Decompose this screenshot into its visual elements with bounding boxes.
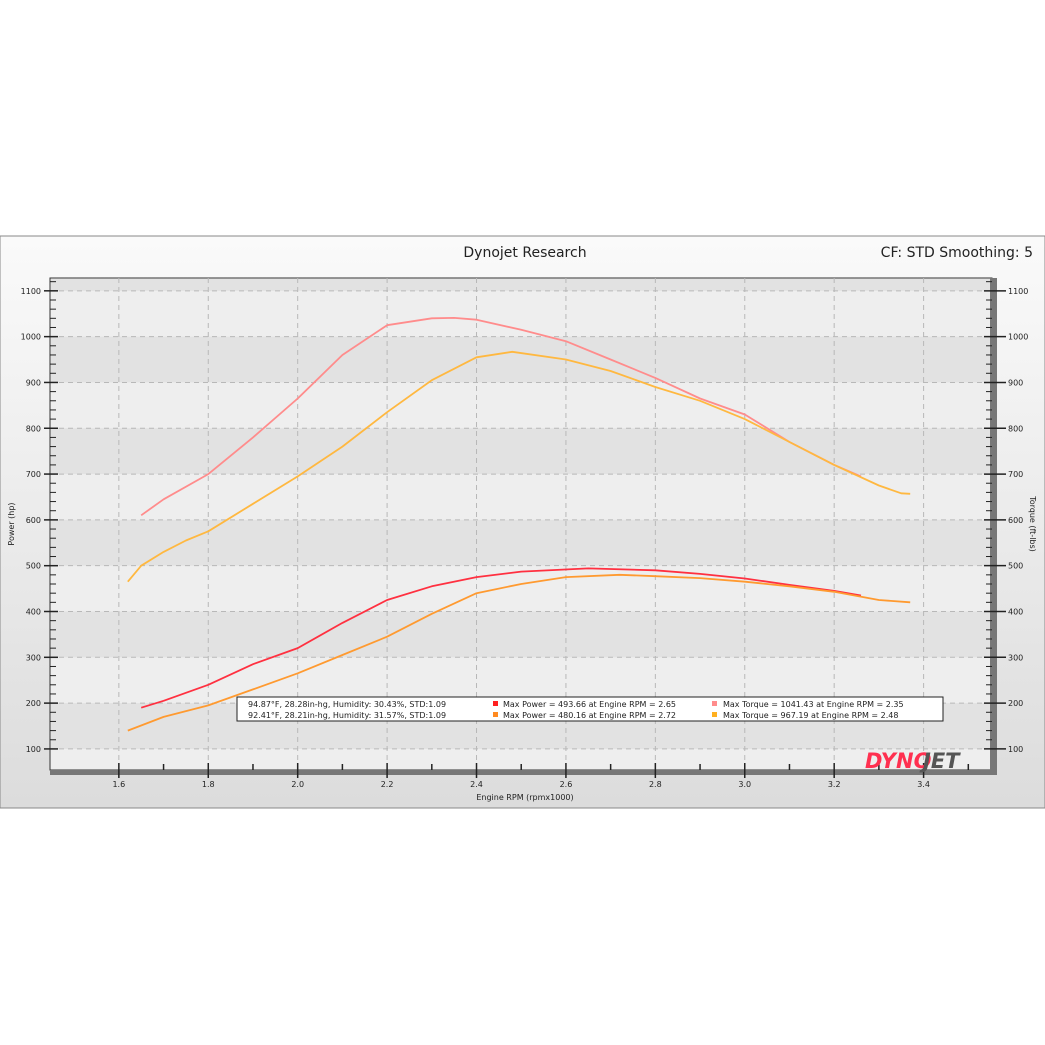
y2-tick-label: 600 [1008,516,1023,525]
power-curve-1 [140,567,862,709]
grid-band [51,519,991,566]
y-tick-label: 300 [26,653,41,662]
legend-torque-2: Max Torque = 967.19 at Engine RPM = 2.48 [723,711,898,720]
y2-tick-label: 200 [1008,699,1023,708]
legend-swatch-power-2 [493,712,498,717]
legend-torque-1: Max Torque = 1041.43 at Engine RPM = 2.3… [723,700,904,709]
svg-text:DYNO: DYNO [865,749,932,773]
grid-band [51,279,991,291]
x-tick-label: 3.2 [828,780,841,789]
y-tick-label: 400 [26,607,41,616]
x-tick-label: 3.0 [738,780,751,789]
x-tick-label: 2.6 [560,780,573,789]
y2-tick-label: 1100 [1008,287,1028,296]
bottom-axis-bar [50,770,997,775]
right-axis-bar [990,278,997,775]
y-tick-label: 1000 [21,333,41,342]
legend-power-2: Max Power = 480.16 at Engine RPM = 2.72 [503,711,676,720]
grid-band [51,336,991,383]
y-tick-label: 800 [26,424,41,433]
y2-tick-label: 1000 [1008,333,1028,342]
y2-tick-label: 700 [1008,470,1023,479]
torque-curve-1 [140,316,862,517]
grid-band [51,611,991,658]
x-tick-label: 2.2 [381,780,394,789]
torque-curve-2 [127,350,911,583]
y2-tick-label: 500 [1008,562,1023,571]
y-tick-label: 900 [26,378,41,387]
x-tick-label: 1.8 [202,780,215,789]
legend-swatch-torque-2 [712,712,717,717]
chart-title: Dynojet Research [463,245,586,261]
legend-box: 94.87°F, 28.28in-hg, Humidity: 30.43%, S… [236,696,944,722]
x-tick-label: 2.8 [649,780,662,789]
legend-conditions-1: 94.87°F, 28.28in-hg, Humidity: 30.43%, S… [248,700,446,709]
y-axis-label: Power (hp) [7,502,16,545]
y-tick-label: 1100 [21,287,41,296]
grid-band [51,428,991,475]
chart-subtitle: CF: STD Smoothing: 5 [881,245,1033,261]
svg-text:JET: JET [919,749,961,773]
y2-tick-label: 800 [1008,424,1023,433]
x-tick-label: 2.4 [470,780,483,789]
legend-power-1: Max Power = 493.66 at Engine RPM = 2.65 [503,700,676,709]
legend-conditions-2: 92.41°F, 28.21in-hg, Humidity: 31.57%, S… [248,711,446,720]
y-tick-label: 700 [26,470,41,479]
x-tick-label: 1.6 [112,780,125,789]
x-tick-label: 2.0 [291,780,304,789]
x-tick-label: 3.4 [917,780,930,789]
x-axis-label: Engine RPM (rpmx1000) [476,793,573,802]
dynojet-logo: DYNO JET [865,749,961,773]
y2-axis-label: Torque (ft-lbs) [1028,495,1037,552]
legend-swatch-power-1 [493,701,498,706]
y-tick-label: 600 [26,516,41,525]
power-curve-2 [127,573,911,732]
legend-swatch-torque-1 [712,701,717,706]
y2-tick-label: 900 [1008,378,1023,387]
y2-tick-label: 300 [1008,653,1023,662]
y-tick-label: 500 [26,562,41,571]
y-tick-label: 200 [26,699,41,708]
y2-tick-label: 100 [1008,745,1023,754]
y-tick-label: 100 [26,745,41,754]
y2-tick-label: 400 [1008,607,1023,616]
